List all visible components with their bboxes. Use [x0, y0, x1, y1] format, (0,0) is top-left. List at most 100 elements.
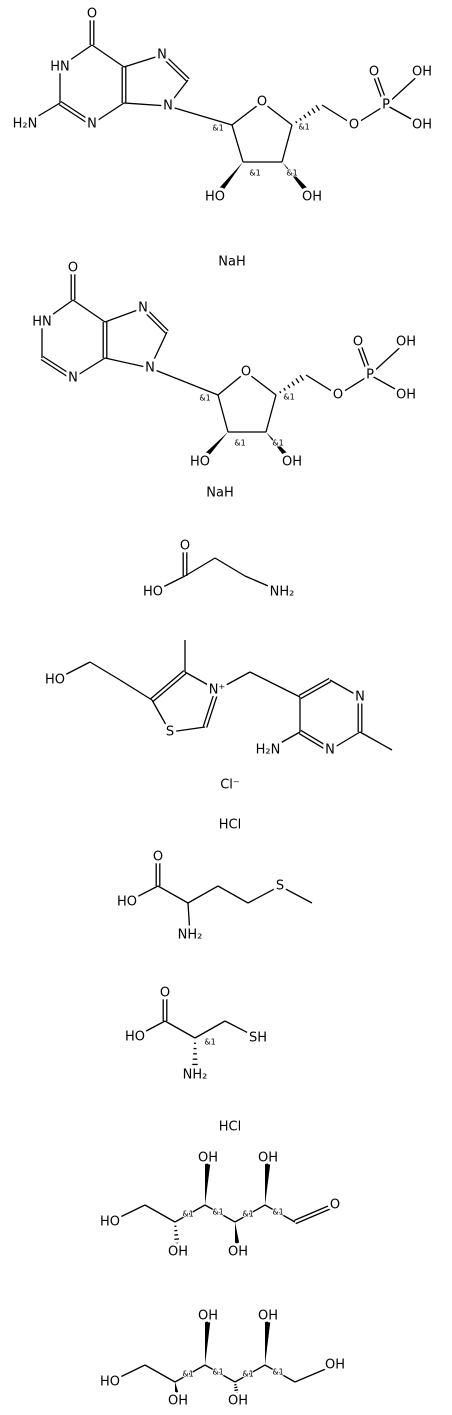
- stereo-label: &1: [234, 439, 245, 448]
- atom-label: N: [355, 690, 365, 705]
- hash-bond: [296, 378, 299, 383]
- molecule-bonds: [135, 993, 258, 1070]
- bond: [150, 368, 218, 395]
- bond: [165, 1021, 195, 1038]
- atom-label: HO: [190, 455, 210, 470]
- atom-label: N: [145, 361, 155, 376]
- atom-label: OH: [258, 1151, 278, 1166]
- atom-label: N: [87, 117, 97, 132]
- atom-label: O: [349, 118, 359, 133]
- bond: [218, 395, 228, 432]
- bond: [185, 558, 215, 576]
- atom-label: HO: [125, 1030, 145, 1045]
- atom-label: S: [276, 879, 284, 894]
- atom-label: OH: [198, 1151, 218, 1166]
- molecule-bonds: [153, 546, 282, 592]
- atom-label: OH: [396, 388, 416, 403]
- molecule-labels: O HO NH₂: [143, 539, 294, 600]
- atom-label: OH: [396, 335, 416, 350]
- atom-label: HO: [45, 673, 65, 688]
- molecule-bonds: [127, 857, 312, 935]
- atom-label: N: [68, 371, 78, 386]
- atom-label: O: [180, 539, 190, 554]
- atom-label: OH: [168, 1394, 188, 1409]
- bond: [145, 1365, 175, 1382]
- atom-label: NaH: [218, 255, 245, 270]
- atom-label: HN: [32, 315, 52, 330]
- bond: [120, 680, 152, 700]
- atom-label: HN: [50, 60, 70, 75]
- atom-label: H₂N: [13, 117, 38, 132]
- atom-label: NH₂: [178, 928, 203, 943]
- atom-label: OH: [168, 1245, 188, 1260]
- bond: [105, 358, 150, 368]
- atom-label: HO: [143, 585, 163, 600]
- atom-label: OH: [412, 118, 432, 133]
- stereo-label: &1: [272, 1208, 283, 1217]
- bond: [92, 45, 124, 67]
- bond: [282, 125, 292, 162]
- double-bond: [153, 673, 186, 701]
- stereo-label: &1: [283, 393, 294, 402]
- atom-label: HCl: [219, 1120, 241, 1135]
- hash-bond: [316, 105, 320, 110]
- hash-bond: [288, 385, 290, 388]
- atom-label: O: [333, 388, 343, 403]
- atom-label: NaH: [206, 486, 233, 501]
- atom-label: N: [325, 743, 335, 758]
- atom-label: NH₂: [270, 585, 295, 600]
- hash-bond: [234, 1390, 238, 1391]
- double-bond: [299, 678, 329, 695]
- hash-bond: [304, 115, 306, 118]
- hash-bond: [308, 112, 311, 116]
- bond: [170, 727, 205, 732]
- stereo-label: &1: [212, 124, 223, 133]
- molecule-bonds: [110, 1158, 336, 1252]
- stereo-label: &1: [249, 169, 260, 178]
- hash-bond: [292, 382, 295, 386]
- stereo-label: &1: [204, 1038, 215, 1047]
- atom-label: HO: [205, 190, 225, 205]
- atom-label: OH: [198, 1309, 218, 1324]
- atom-label: HO: [100, 1215, 120, 1230]
- bond: [158, 886, 188, 903]
- atom-label: N: [163, 99, 173, 114]
- atom-label: SH: [249, 1031, 267, 1046]
- bond: [232, 125, 243, 162]
- double-bond: [163, 54, 189, 79]
- bond: [280, 886, 312, 903]
- hash-bond: [296, 121, 297, 123]
- atom-label: OH: [325, 1358, 345, 1373]
- stereo-label: &1: [298, 123, 309, 132]
- atom-label: OH: [412, 65, 432, 80]
- bond: [90, 662, 120, 680]
- atom-label: O: [68, 261, 78, 276]
- atom-label: N: [157, 48, 167, 63]
- stereo-label: &1: [242, 1210, 253, 1219]
- atom-label: O: [241, 365, 251, 380]
- stereo-label: &1: [212, 1368, 223, 1377]
- hash-bond: [300, 118, 302, 120]
- atom-label: O: [153, 850, 163, 865]
- stereo-label: &1: [182, 1370, 193, 1379]
- bond: [124, 103, 168, 106]
- atom-label: O: [257, 95, 267, 110]
- stereo-label: &1: [199, 394, 210, 403]
- bond: [195, 1021, 225, 1038]
- bond: [73, 300, 105, 322]
- stereo-label: &1: [272, 1368, 283, 1377]
- bond: [188, 886, 218, 903]
- atom-label: OH: [258, 1309, 278, 1324]
- stereo-label: &1: [242, 1370, 253, 1379]
- double-bond: [301, 682, 331, 699]
- bond: [168, 106, 232, 125]
- atom-label: N: [138, 301, 148, 316]
- atom-label: O: [160, 986, 170, 1001]
